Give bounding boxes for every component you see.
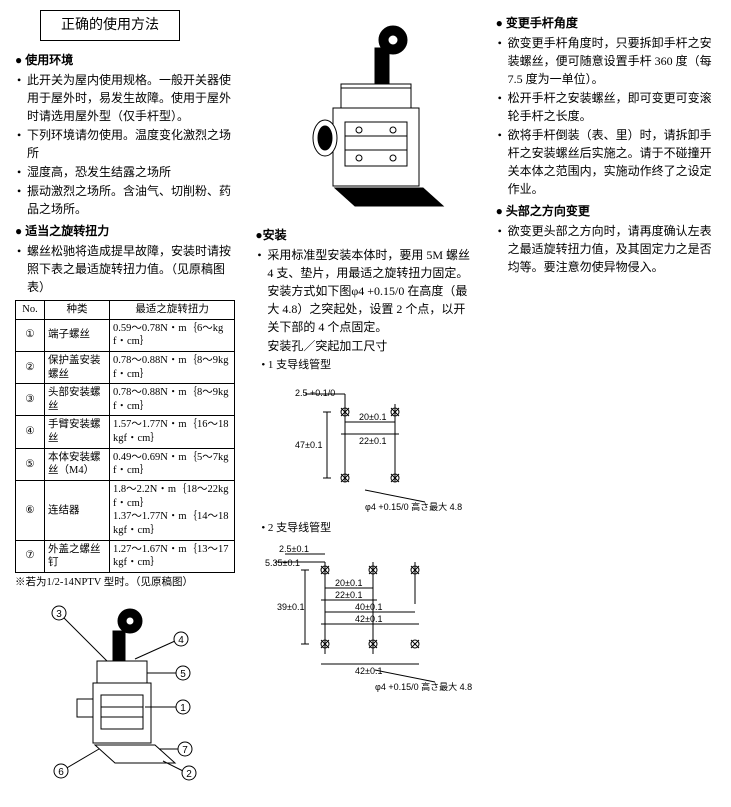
callout-6: 6 — [54, 749, 99, 778]
heading-install: ●安装 — [255, 226, 475, 244]
svg-text:2: 2 — [186, 769, 192, 780]
angle-item: 欲将手杆倒装（表、里）时，请拆卸手杆之安装螺丝后实施之。请于不碰撞开关本体之范围… — [496, 126, 716, 198]
cell-kind: 外盖之螺丝钉 — [45, 540, 110, 572]
cell-no: ⑦ — [16, 540, 45, 572]
cell-val: 0.78～0.88N・m｛8～9kgf・cm｝ — [110, 351, 235, 383]
dim: 22±0.1 — [359, 436, 386, 446]
dim: 39±0.1 — [277, 602, 304, 612]
cell-val: 1.8～2.2N・m｛18～22kgf・cm｝ 1.37～1.77N・m｛14～… — [110, 481, 235, 541]
callout-4: 4 — [135, 632, 188, 659]
dim: φ4 +0.15/0 高さ最大 4.8 — [365, 501, 462, 512]
fig1-title: • 1 支导线管型 — [261, 357, 475, 374]
svg-text:6: 6 — [58, 767, 64, 778]
callout-5: 5 — [147, 666, 190, 680]
cell-val: 0.49～0.69N・m｛5～7kgf・cm｝ — [110, 448, 235, 480]
svg-text:4: 4 — [178, 635, 184, 646]
cell-kind: 头部安装螺丝 — [45, 384, 110, 416]
figure-mounting-2: 2.5±0.1 5.35±0.1 20±0.1 22±0.1 40±0.1 42… — [255, 544, 475, 694]
dim: 47±0.1 — [295, 440, 322, 450]
cell-val: 0.78～0.88N・m｛8～9kgf・cm｝ — [110, 384, 235, 416]
figure-mounting-1: 2.5 +0.1/0 20±0.1 22±0.1 47±0.1 φ4 +0.15… — [255, 382, 475, 512]
svg-text:5: 5 — [180, 669, 186, 680]
cell-no: ③ — [16, 384, 45, 416]
install-item: 采用标准型安装本体时，要用 5M 螺丝 4 支、垫片，用最适之旋转扭力固定。安装… — [255, 246, 475, 336]
dim: 40±0.1 — [355, 602, 382, 612]
cell-kind: 手臂安装螺丝 — [45, 416, 110, 448]
callout-1: 1 — [145, 700, 190, 714]
fig2-title: • 2 支导线管型 — [261, 520, 475, 537]
env-item: 下列环境请勿使用。温度变化激烈之场所 — [15, 126, 235, 162]
dim: 20±0.1 — [359, 412, 386, 422]
env-item: 振动激烈之场所。含油气、切削粉、药品之场所。 — [15, 182, 235, 218]
column-left: 正确的使用方法 ● 使用环境 此开关为屋内使用规格。一般开关器使用于屋外时，易发… — [15, 10, 235, 797]
torque-note: 螺丝松驰将造成提早故障，安装时请按照下表之最适旋转扭力值。（见原稿图表） — [15, 242, 235, 296]
dim: φ4 +0.15/0 高さ最大 4.8 — [375, 681, 472, 692]
install-subhead: 安装孔／突起加工尺寸 — [255, 337, 475, 355]
figure-product — [255, 18, 475, 218]
callout-2: 2 — [163, 761, 196, 780]
table-row: ②保护盖安装螺丝0.78～0.88N・m｛8～9kgf・cm｝ — [16, 351, 235, 383]
dim: 42±0.1 — [355, 666, 382, 676]
torque-table: No. 种类 最适之旋转扭力 ①端子螺丝0.59～0.78N・m｛6～kgf・c… — [15, 300, 235, 573]
dim: 42±0.1 — [355, 614, 382, 624]
heading-environment: ● 使用环境 — [15, 51, 235, 69]
dim: 2.5 +0.1/0 — [295, 388, 335, 398]
svg-text:7: 7 — [182, 745, 188, 756]
torque-tbody: ①端子螺丝0.59～0.78N・m｛6～kgf・cm｝②保护盖安装螺丝0.78～… — [16, 319, 235, 572]
th-val: 最适之旋转扭力 — [110, 301, 235, 320]
table-row: ①端子螺丝0.59～0.78N・m｛6～kgf・cm｝ — [16, 319, 235, 351]
angle-item: 松开手杆之安装螺丝，即可变更可变滚轮手杆之长度。 — [496, 89, 716, 125]
heading-lever-angle: ● 变更手杆角度 — [496, 14, 716, 32]
angle-item: 欲变更手杆角度时，只要拆卸手杆之安装螺丝，便可随意设置手杆 360 度（每 7.… — [496, 34, 716, 88]
cell-no: ① — [16, 319, 45, 351]
dim: 5.35±0.1 — [265, 558, 300, 568]
cell-kind: 连结器 — [45, 481, 110, 541]
cell-no: ② — [16, 351, 45, 383]
column-right: ● 变更手杆角度 欲变更手杆角度时，只要拆卸手杆之安装螺丝，便可随意设置手杆 3… — [496, 10, 716, 797]
head-item: 欲变更头部之方向时，请再度确认左表之最适旋转扭力值，及其固定力之是否均等。要注意… — [496, 222, 716, 276]
cell-val: 1.57～1.77N・m｛16～18kgf・cm｝ — [110, 416, 235, 448]
cell-no: ⑤ — [16, 448, 45, 480]
th-kind: 种类 — [45, 301, 110, 320]
cell-kind: 端子螺丝 — [45, 319, 110, 351]
table-footnote: ※若为1/2-14NPTV 型时。（见原稿图） — [15, 575, 235, 591]
dim: 22±0.1 — [335, 590, 362, 600]
cell-kind: 本体安装螺丝（M4） — [45, 448, 110, 480]
table-row: ③头部安装螺丝0.78～0.88N・m｛8～9kgf・cm｝ — [16, 384, 235, 416]
env-item: 此开关为屋内使用规格。一般开关器使用于屋外时，易发生故障。使用于屋外时请选用屋外… — [15, 71, 235, 125]
svg-text:3: 3 — [56, 609, 62, 620]
page-title: 正确的使用方法 — [40, 10, 180, 41]
table-row: ④手臂安装螺丝1.57～1.77N・m｛16～18kgf・cm｝ — [16, 416, 235, 448]
table-row: ⑤本体安装螺丝（M4）0.49～0.69N・m｛5～7kgf・cm｝ — [16, 448, 235, 480]
figure-exploded: 3 4 5 1 7 2 6 — [15, 599, 235, 789]
table-row: ⑦外盖之螺丝钉1.27～1.67N・m｛13～17kgf・cm｝ — [16, 540, 235, 572]
dim: 20±0.1 — [335, 578, 362, 588]
heading-head-dir: ● 头部之方向变更 — [496, 202, 716, 220]
column-middle: ●安装 采用标准型安装本体时，要用 5M 螺丝 4 支、垫片，用最适之旋转扭力固… — [255, 10, 475, 797]
th-no: No. — [16, 301, 45, 320]
cell-val: 1.27～1.67N・m｛13～17kgf・cm｝ — [110, 540, 235, 572]
cell-kind: 保护盖安装螺丝 — [45, 351, 110, 383]
heading-torque: ● 适当之旋转扭力 — [15, 222, 235, 240]
cell-no: ⑥ — [16, 481, 45, 541]
table-row: ⑥连结器1.8～2.2N・m｛18～22kgf・cm｝ 1.37～1.77N・m… — [16, 481, 235, 541]
svg-text:1: 1 — [180, 703, 186, 714]
cell-val: 0.59～0.78N・m｛6～kgf・cm｝ — [110, 319, 235, 351]
env-item: 湿度高，恐发生结露之场所 — [15, 163, 235, 181]
dim: 2.5±0.1 — [279, 544, 309, 554]
callout-3: 3 — [52, 606, 107, 661]
cell-no: ④ — [16, 416, 45, 448]
